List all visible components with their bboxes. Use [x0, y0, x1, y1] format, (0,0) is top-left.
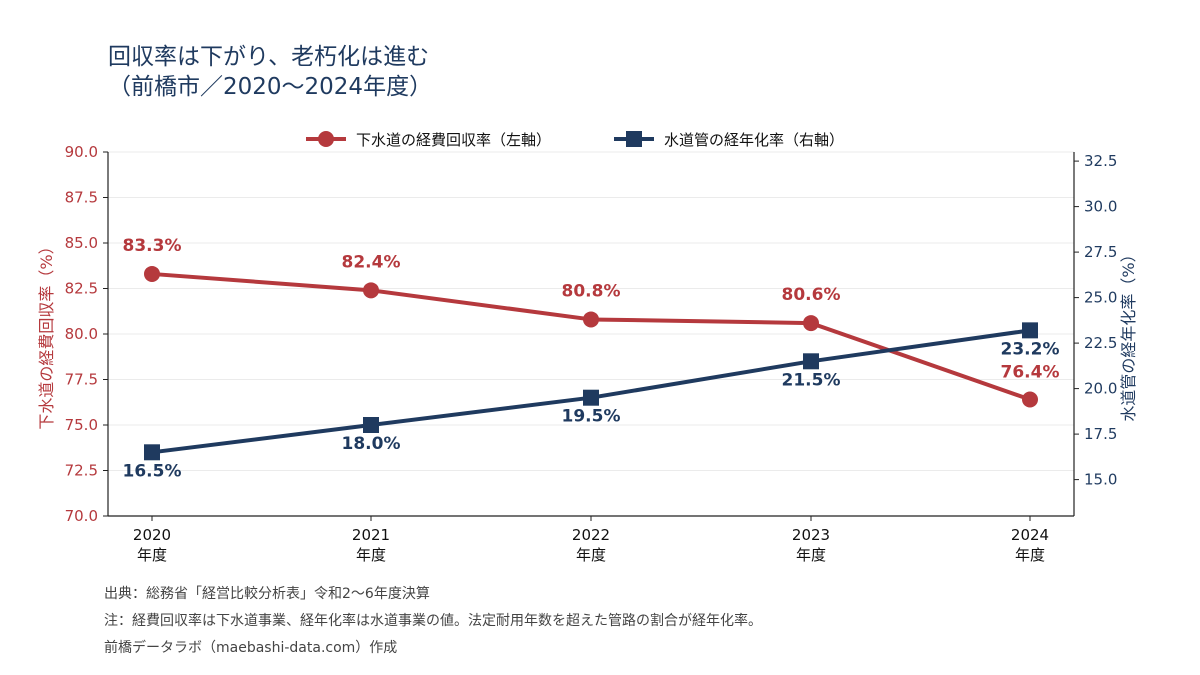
x-tick-label: 2024	[1011, 526, 1049, 544]
footer-source: 出典：総務省「経営比較分析表」令和2〜6年度決算	[104, 586, 430, 602]
footer-note: 注：経費回収率は下水道事業、経年化率は水道事業の値。法定耐用年数を超えた管路の割…	[104, 613, 762, 629]
data-label-left: 76.4%	[1001, 363, 1060, 383]
chart-title-line1: 回収率は下がり、老朽化は進む	[108, 44, 430, 70]
data-point-left	[583, 311, 599, 328]
right-tick-label: 17.5	[1084, 425, 1117, 443]
data-point-right	[583, 389, 599, 406]
data-label-left: 80.8%	[562, 281, 621, 301]
chart-title-line2: （前橋市／2020〜2024年度）	[108, 74, 433, 101]
data-point-right	[363, 417, 379, 433]
data-point-left	[144, 265, 160, 282]
data-point-left	[363, 282, 379, 299]
right-tick-label: 27.5	[1084, 243, 1117, 261]
data-label-right: 21.5%	[782, 370, 841, 390]
legend-marker-right-series	[626, 131, 642, 147]
left-tick-label: 82.5	[65, 280, 98, 298]
data-point-right	[1022, 322, 1038, 339]
x-tick-label-suffix: 年度	[137, 546, 167, 564]
x-tick-label: 2022	[572, 526, 610, 544]
left-tick-label: 90.0	[65, 143, 98, 161]
x-tick-label: 2020	[133, 526, 171, 544]
chart-title: 回収率は下がり、老朽化は進む （前橋市／2020〜2024年度）	[108, 42, 432, 103]
left-tick-label: 77.5	[65, 371, 98, 389]
data-label-right: 23.2%	[1001, 339, 1060, 359]
legend-label-right-series: 水道管の経年化率（右軸）	[664, 131, 844, 149]
right-tick-label: 32.5	[1084, 152, 1117, 170]
data-point-left	[803, 315, 819, 332]
left-tick-label: 85.0	[65, 234, 98, 252]
data-label-left: 83.3%	[123, 236, 182, 256]
data-label-right: 18.0%	[342, 434, 401, 454]
right-tick-label: 20.0	[1084, 380, 1117, 398]
right-tick-label: 30.0	[1084, 198, 1117, 216]
legend-label-left-series: 下水道の経費回収率（左軸）	[356, 131, 551, 149]
left-tick-label: 75.0	[65, 416, 98, 434]
right-tick-label: 22.5	[1084, 334, 1117, 352]
x-tick-label-suffix: 年度	[796, 546, 826, 564]
data-label-left: 80.6%	[782, 285, 841, 305]
data-point-right	[803, 353, 819, 370]
footer-credit: 前橋データラボ（maebashi-data.com）作成	[104, 640, 398, 656]
x-tick-label: 2021	[352, 526, 390, 544]
x-tick-label-suffix: 年度	[356, 546, 386, 564]
data-point-right	[144, 444, 160, 461]
left-axis-title: 下水道の経費回収率（%）	[37, 238, 56, 429]
x-tick-label-suffix: 年度	[1015, 546, 1045, 564]
x-tick-label: 2023	[792, 526, 830, 544]
data-label-right: 19.5%	[562, 407, 621, 427]
left-tick-label: 80.0	[65, 325, 98, 343]
left-tick-label: 70.0	[65, 507, 98, 525]
right-axis-title: 水道管の経年化率（%）	[1119, 246, 1138, 421]
left-tick-label: 87.5	[65, 189, 98, 207]
right-tick-label: 25.0	[1084, 289, 1117, 307]
data-label-right: 16.5%	[123, 461, 182, 481]
data-point-left	[1022, 391, 1038, 408]
right-tick-label: 15.0	[1084, 471, 1117, 489]
legend-marker-left-series	[318, 131, 334, 147]
data-label-left: 82.4%	[342, 252, 401, 272]
left-tick-label: 72.5	[65, 462, 98, 480]
x-tick-label-suffix: 年度	[576, 546, 606, 564]
